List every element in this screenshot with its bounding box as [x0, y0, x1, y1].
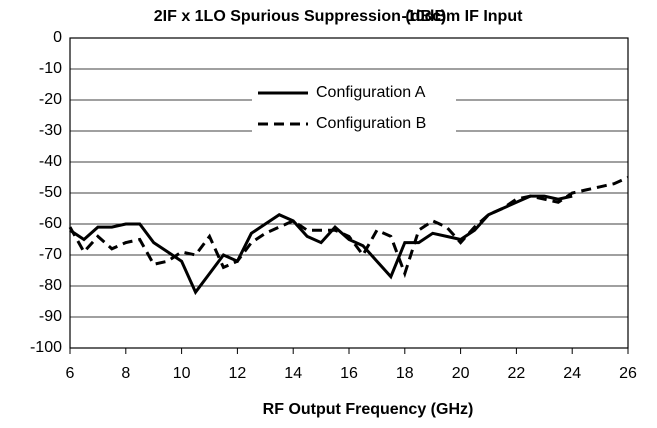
legend-bg [252, 111, 456, 137]
series-line [68, 176, 629, 279]
x-tick-label: 10 [173, 365, 191, 382]
legend-label: Configuration A [316, 84, 426, 101]
y-tick-label: -70 [39, 246, 62, 263]
x-tick-label: 16 [340, 365, 358, 382]
x-tick-label: 22 [508, 365, 526, 382]
x-tick-label: 26 [619, 365, 637, 382]
y-tick-label: -100 [30, 339, 62, 356]
chart-subtitle: -10dBm IF Input [402, 8, 524, 25]
y-tick-label: -40 [39, 153, 62, 170]
x-tick-label: 12 [229, 365, 247, 382]
x-tick-label: 24 [563, 365, 581, 382]
x-tick-label: 6 [66, 365, 75, 382]
x-tick-label: 8 [121, 365, 130, 382]
y-tick-label: -20 [39, 91, 62, 108]
x-axis-label: RF Output Frequency (GHz) [263, 401, 474, 418]
x-tick-label: 14 [284, 365, 302, 382]
series-line [69, 194, 573, 296]
y-tick-label: -60 [39, 215, 62, 232]
y-tick-label: -30 [39, 122, 62, 139]
legend-label: Configuration B [316, 115, 426, 132]
y-tick-label: -10 [39, 60, 62, 77]
y-tick-label: -50 [39, 184, 62, 201]
y-tick-label: -80 [39, 277, 62, 294]
chart-title: 2IF x 1LO Spurious Suppression (dBc) [154, 8, 446, 25]
x-tick-label: 18 [396, 365, 414, 382]
x-tick-label: 20 [452, 365, 470, 382]
y-tick-label: -90 [39, 308, 62, 325]
plot-frame [69, 37, 629, 349]
y-tick-label: 0 [53, 29, 62, 46]
